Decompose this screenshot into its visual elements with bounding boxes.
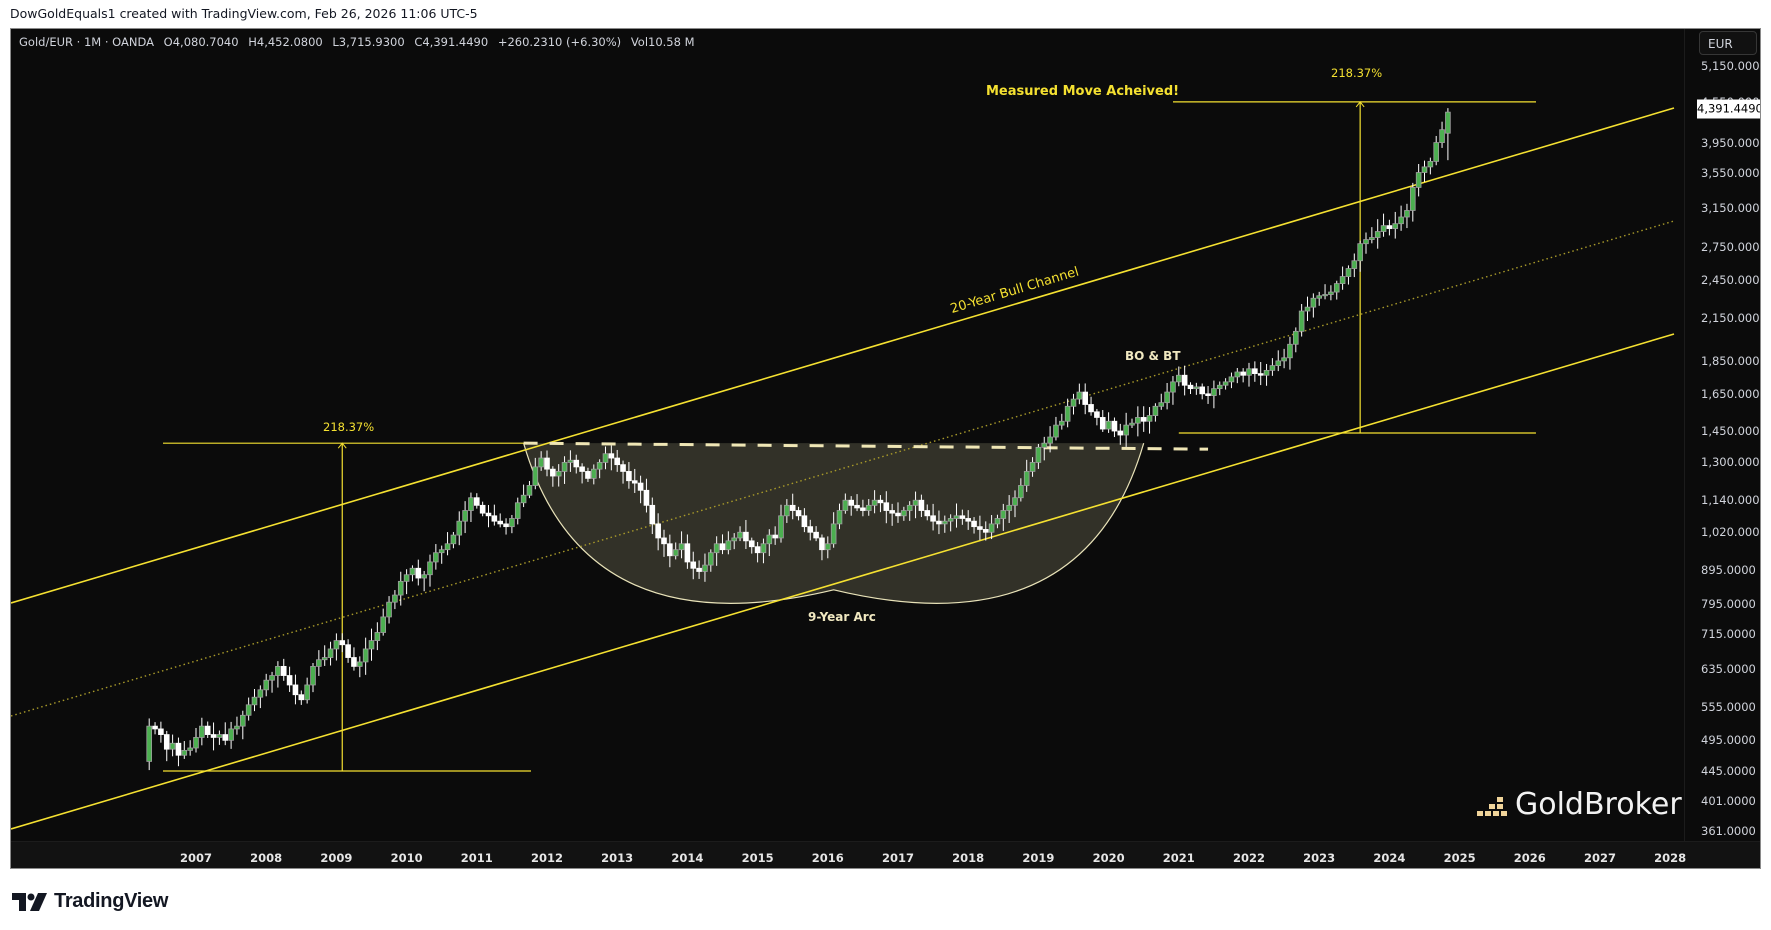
tradingview-logo[interactable]: TradingView xyxy=(12,890,168,913)
price-tick-label: 635.0000 xyxy=(1701,661,1756,676)
price-axis[interactable] xyxy=(1684,29,1760,841)
measured-move-pct-right: 218.37% xyxy=(1331,66,1383,80)
measured-move-label: Measured Move Acheived! xyxy=(986,84,1180,99)
year-tick-label: 2008 xyxy=(250,851,283,865)
symbol-name[interactable]: Gold/EUR · 1M · OANDA xyxy=(19,35,155,49)
price-tick-label: 1,450.0000 xyxy=(1701,424,1761,438)
price-tick-label: 495.0000 xyxy=(1701,733,1756,748)
year-tick-label: 2010 xyxy=(390,851,423,865)
year-tick-label: 2012 xyxy=(530,851,564,865)
price-chart-canvas[interactable] xyxy=(11,29,1684,841)
price-tick-label: 1,850.0000 xyxy=(1701,353,1761,368)
candlesticks xyxy=(146,108,1451,771)
arc-label: 9-Year Arc xyxy=(808,610,876,624)
price-tick-label: 1,300.0000 xyxy=(1701,455,1761,470)
year-tick-label: 2013 xyxy=(601,851,634,865)
chart-panel[interactable]: Gold/EUR · 1M · OANDA O4,080.7040 H4,452… xyxy=(10,28,1761,869)
price-tick-label: 445.0000 xyxy=(1701,763,1756,778)
year-tick-label: 2018 xyxy=(952,851,985,865)
price-tick-label: 3,550.0000 xyxy=(1701,166,1761,181)
year-tick-label: 2016 xyxy=(811,851,844,865)
price-tick-label: 1,650.0000 xyxy=(1701,386,1761,401)
resistance-dashed-line[interactable] xyxy=(523,441,1209,451)
year-tick-label: 2007 xyxy=(179,851,213,865)
goldbroker-wordmark: GoldBroker xyxy=(1515,787,1682,822)
year-tick-label: 2015 xyxy=(741,851,774,865)
symbol-legend: Gold/EUR · 1M · OANDA O4,080.7040 H4,452… xyxy=(19,35,701,49)
ohlc-low: L3,715.9300 xyxy=(332,35,405,49)
price-change: +260.2310 (+6.30%) xyxy=(497,35,622,49)
tradingview-icon xyxy=(12,892,47,911)
measured-move-pct-left: 218.37% xyxy=(323,420,375,434)
ohlc-high: H4,452.0800 xyxy=(248,35,323,49)
price-tick-label: 2,750.0000 xyxy=(1701,239,1761,254)
gold-bars-icon xyxy=(1477,796,1507,816)
channel-lower-line[interactable] xyxy=(11,333,1675,830)
year-tick-label: 2019 xyxy=(1022,851,1055,865)
year-tick-label: 2014 xyxy=(671,851,704,865)
channel-upper-line[interactable] xyxy=(11,107,1675,604)
volume: Vol10.58 M xyxy=(630,35,695,49)
time-axis[interactable] xyxy=(11,841,1760,868)
price-tick-label: 795.0000 xyxy=(1701,596,1756,611)
price-tick-label: 2,150.0000 xyxy=(1701,310,1761,325)
price-tick-label: 2,450.0000 xyxy=(1701,273,1761,288)
price-tick-label: 401.0000 xyxy=(1701,793,1756,808)
price-tick-label: 3,950.0000 xyxy=(1701,135,1761,150)
year-tick-label: 2025 xyxy=(1443,851,1476,865)
year-tick-label: 2027 xyxy=(1583,851,1617,865)
price-tick-label: 1,140.0000 xyxy=(1701,493,1761,508)
ohlc-close: C4,391.4490 xyxy=(414,35,489,49)
price-tick-label: 1,020.0000 xyxy=(1701,525,1761,540)
goldbroker-logo: GoldBroker xyxy=(1477,787,1682,822)
year-tick-label: 2020 xyxy=(1092,851,1125,865)
channel-middle-line[interactable] xyxy=(11,220,1675,717)
bo-bt-label: BO & BT xyxy=(1125,349,1181,363)
price-tick-label: 3,150.0000 xyxy=(1701,200,1761,215)
year-tick-label: 2017 xyxy=(881,851,915,865)
year-tick-label: 2022 xyxy=(1232,851,1266,865)
price-tick-label: 555.0000 xyxy=(1701,700,1756,715)
year-tick-label: 2021 xyxy=(1162,851,1195,865)
year-tick-label: 2023 xyxy=(1303,851,1336,865)
currency-button[interactable]: EUR xyxy=(1699,31,1757,55)
year-tick-label: 2009 xyxy=(320,851,353,865)
chart-credit: DowGoldEquals1 created with TradingView.… xyxy=(10,6,478,21)
year-tick-label: 2028 xyxy=(1654,851,1687,865)
price-tick-label: 715.0000 xyxy=(1701,627,1756,642)
year-tick-label: 2011 xyxy=(460,851,493,865)
tradingview-wordmark: TradingView xyxy=(54,890,169,912)
price-tick-label: 895.0000 xyxy=(1701,562,1756,577)
current-price-label: 4,391.4490 xyxy=(1697,99,1760,119)
year-tick-label: 2024 xyxy=(1373,851,1406,865)
price-tick-label: 361.0000 xyxy=(1701,824,1756,839)
price-tick-label: 5,150.0000 xyxy=(1701,59,1761,74)
year-tick-label: 2026 xyxy=(1513,851,1546,865)
ohlc-open: O4,080.7040 xyxy=(163,35,239,49)
